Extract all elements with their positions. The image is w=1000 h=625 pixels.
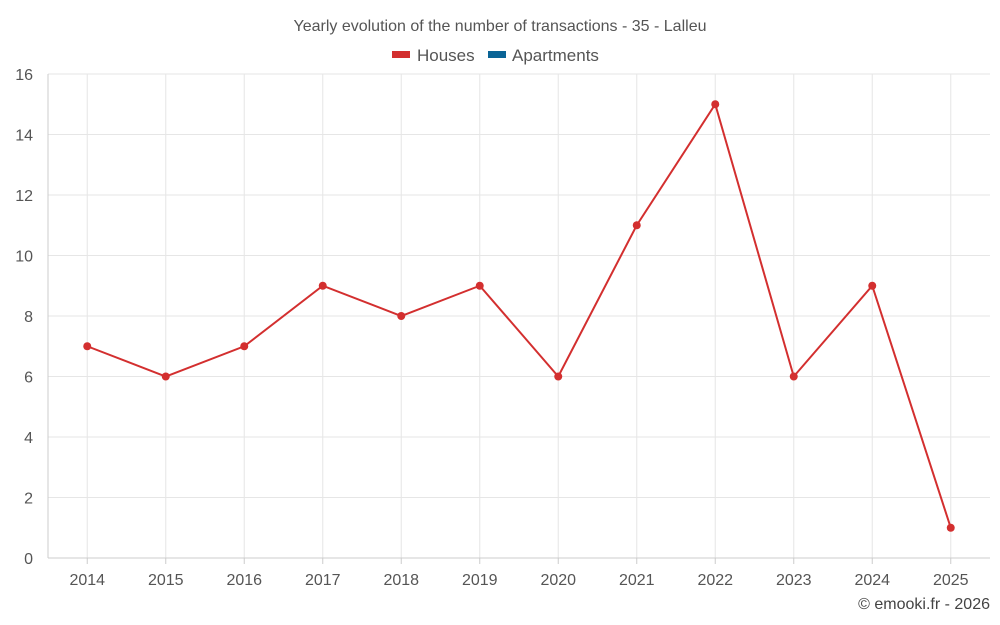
data-point-houses-2019[interactable] bbox=[475, 281, 484, 290]
y-tick-label: 2 bbox=[24, 491, 33, 508]
data-point-houses-2018[interactable] bbox=[397, 312, 406, 320]
legend-item-houses[interactable]: Houses bbox=[392, 46, 475, 65]
x-tick-label: 2014 bbox=[69, 572, 105, 589]
data-point-houses-2016[interactable] bbox=[240, 342, 249, 351]
x-tick-label: 2015 bbox=[148, 572, 184, 589]
axes bbox=[47, 74, 990, 559]
data-point-houses-2024[interactable] bbox=[868, 281, 877, 290]
legend-swatch-houses bbox=[392, 51, 410, 58]
legend: Houses Apartments bbox=[392, 46, 599, 65]
x-tick-label: 2020 bbox=[540, 572, 576, 589]
y-tick-label: 8 bbox=[24, 309, 33, 326]
x-tick-label: 2025 bbox=[933, 572, 969, 589]
data-point-houses-2014[interactable] bbox=[83, 342, 92, 351]
x-tick-label: 2024 bbox=[854, 572, 890, 589]
series-line-houses bbox=[86, 101, 952, 529]
legend-label-apartments: Apartments bbox=[512, 46, 599, 65]
series-houses bbox=[83, 100, 955, 532]
legend-label-houses: Houses bbox=[417, 46, 475, 65]
x-tick-label: 2023 bbox=[776, 572, 812, 589]
y-axis-ticks: 0 2 4 6 8 10 12 14 16 bbox=[15, 67, 33, 568]
footer-credit: © emooki.fr - 2026 bbox=[858, 596, 990, 613]
y-tick-label: 4 bbox=[24, 430, 33, 447]
x-tick-label: 2018 bbox=[383, 572, 419, 589]
chart-title: Yearly evolution of the number of transa… bbox=[294, 18, 707, 35]
gridlines bbox=[48, 73, 990, 558]
data-point-houses-2021[interactable] bbox=[632, 221, 641, 230]
data-point-houses-2025[interactable] bbox=[946, 523, 955, 532]
data-point-houses-2017[interactable] bbox=[318, 281, 327, 290]
x-tick-label: 2022 bbox=[697, 572, 733, 589]
legend-swatch-apartments bbox=[488, 51, 506, 58]
legend-item-apartments[interactable]: Apartments bbox=[488, 46, 599, 65]
x-tick-label: 2017 bbox=[305, 572, 341, 589]
data-point-houses-2023[interactable] bbox=[789, 372, 798, 381]
x-axis-ticks: 2014 2015 2016 2017 2018 2019 2020 2021 2022 2023… bbox=[69, 558, 969, 589]
data-point-houses-2020[interactable] bbox=[554, 372, 563, 381]
data-point-houses-2022[interactable] bbox=[711, 100, 720, 109]
y-tick-label: 12 bbox=[15, 188, 33, 205]
y-tick-label: 16 bbox=[15, 67, 33, 84]
y-tick-label: 10 bbox=[15, 249, 33, 266]
data-point-houses-2015[interactable] bbox=[161, 372, 170, 381]
y-tick-label: 14 bbox=[15, 128, 33, 145]
x-tick-label: 2019 bbox=[462, 572, 498, 589]
x-tick-label: 2016 bbox=[226, 572, 262, 589]
y-tick-label: 0 bbox=[24, 551, 33, 568]
x-tick-label: 2021 bbox=[619, 572, 655, 589]
y-tick-label: 6 bbox=[24, 370, 33, 387]
